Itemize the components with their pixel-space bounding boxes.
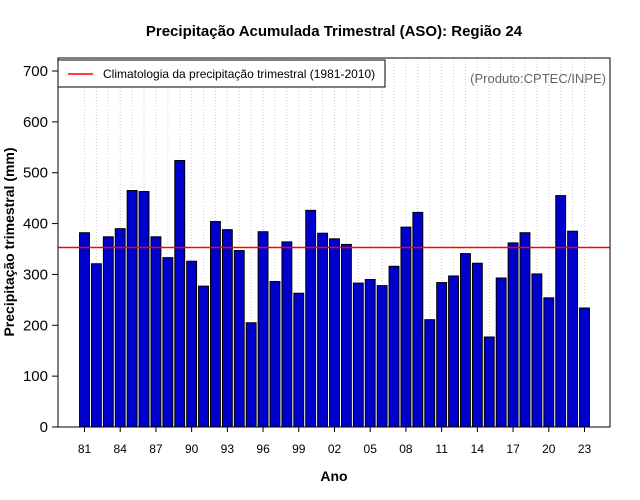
bar-2014 (471, 262, 483, 428)
y-tick-label: 400 (23, 216, 48, 233)
x-tick-label: 87 (149, 442, 163, 456)
bar-2005 (364, 279, 376, 428)
bar-2003 (340, 243, 352, 428)
x-axis: 81 84 87 90 93 96 99 02 05 08 11 14 17 20 23 (78, 427, 592, 456)
bar-2021 (555, 195, 567, 428)
bar-2015 (483, 336, 495, 428)
x-tick-label: 90 (185, 442, 199, 456)
x-tick-label: 20 (542, 442, 556, 456)
bar-2004 (352, 282, 364, 428)
y-tick-label: 100 (23, 368, 48, 385)
y-tick-label: 600 (23, 114, 48, 131)
bar-2002 (329, 238, 340, 428)
x-tick-label: 02 (328, 442, 342, 456)
bar-1991 (198, 285, 209, 428)
legend: Climatologia da precipitação trimestral … (57, 59, 386, 88)
x-tick-label: 17 (506, 442, 520, 456)
x-tick-label: 84 (114, 442, 128, 456)
bar-1984 (114, 228, 126, 428)
bar-2012 (448, 275, 459, 428)
bar-2023 (579, 307, 590, 428)
x-axis-label: Ano (320, 468, 347, 484)
y-tick-label: 0 (40, 419, 48, 436)
y-axis: 0 100 200 300 400 500 600 700 (23, 63, 58, 436)
chart-title: Precipitação Acumulada Trimestral (ASO):… (146, 23, 523, 40)
bar-2019 (531, 273, 543, 428)
bar-1993 (221, 229, 233, 428)
x-tick-label: 96 (256, 442, 270, 456)
x-tick-label: 23 (578, 442, 592, 456)
x-tick-label: 08 (399, 442, 413, 456)
bar-2011 (436, 282, 448, 428)
bar-2008 (400, 226, 412, 428)
bar-2000 (305, 209, 317, 428)
bar-1989 (174, 160, 186, 428)
x-tick-label: 99 (292, 442, 306, 456)
y-tick-label: 700 (23, 63, 48, 80)
bar-1998 (281, 241, 293, 428)
bar-2006 (376, 285, 388, 428)
bar-1992 (210, 221, 221, 428)
bar-1988 (162, 257, 174, 428)
y-axis-label: Precipitação trimestral (mm) (1, 147, 17, 336)
bar-2022 (567, 230, 579, 428)
legend-box (57, 59, 386, 88)
bar-1987 (150, 236, 162, 428)
bar-2020 (543, 297, 555, 428)
bar-2009 (412, 211, 424, 428)
bar-1986 (138, 191, 150, 428)
bar-2018 (519, 232, 531, 428)
bar-2010 (424, 319, 436, 428)
x-tick-label: 81 (78, 442, 92, 456)
bar-2013 (460, 253, 471, 428)
bar-1983 (102, 236, 114, 428)
bar-1982 (90, 263, 102, 428)
bar-1997 (269, 281, 281, 428)
bars-layer (79, 160, 590, 428)
bar-1994 (233, 250, 245, 428)
bar-1999 (293, 292, 305, 428)
bar-2017 (507, 242, 519, 428)
bar-2007 (388, 265, 400, 428)
credit-text: (Produto:CPTEC/INPE) (470, 71, 606, 86)
bar-2016 (495, 277, 507, 428)
y-tick-label: 500 (23, 165, 48, 182)
bar-1996 (257, 231, 269, 428)
legend-climatology-label: Climatologia da precipitação trimestral … (103, 67, 375, 81)
bar-1981 (79, 232, 90, 428)
bar-1990 (186, 260, 198, 428)
bar-1995 (245, 322, 257, 428)
x-tick-label: 93 (221, 442, 235, 456)
x-tick-label: 11 (435, 442, 448, 456)
x-tick-label: 14 (471, 442, 485, 456)
y-tick-label: 200 (23, 317, 48, 334)
bar-1985 (126, 190, 138, 428)
bar-2001 (317, 232, 329, 428)
y-tick-label: 300 (23, 266, 48, 283)
x-tick-label: 05 (364, 442, 378, 456)
